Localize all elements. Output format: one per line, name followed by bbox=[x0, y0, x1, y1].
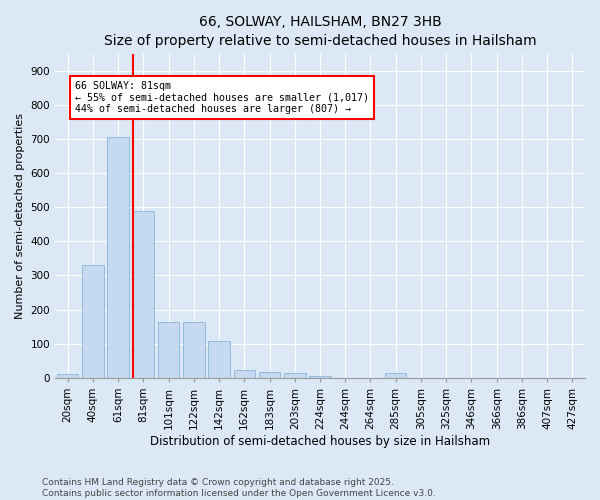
Bar bbox=[82, 266, 104, 378]
X-axis label: Distribution of semi-detached houses by size in Hailsham: Distribution of semi-detached houses by … bbox=[150, 434, 490, 448]
Bar bbox=[158, 322, 179, 378]
Bar bbox=[183, 322, 205, 378]
Bar bbox=[259, 372, 280, 378]
Bar bbox=[284, 374, 305, 378]
Bar bbox=[107, 136, 129, 378]
Bar bbox=[133, 210, 154, 378]
Y-axis label: Number of semi-detached properties: Number of semi-detached properties bbox=[15, 113, 25, 319]
Bar bbox=[57, 374, 79, 378]
Bar bbox=[309, 376, 331, 378]
Text: 66 SOLWAY: 81sqm
← 55% of semi-detached houses are smaller (1,017)
44% of semi-d: 66 SOLWAY: 81sqm ← 55% of semi-detached … bbox=[75, 81, 369, 114]
Bar bbox=[385, 373, 406, 378]
Title: 66, SOLWAY, HAILSHAM, BN27 3HB
Size of property relative to semi-detached houses: 66, SOLWAY, HAILSHAM, BN27 3HB Size of p… bbox=[104, 15, 536, 48]
Bar bbox=[233, 370, 255, 378]
Bar bbox=[208, 342, 230, 378]
Text: Contains HM Land Registry data © Crown copyright and database right 2025.
Contai: Contains HM Land Registry data © Crown c… bbox=[42, 478, 436, 498]
